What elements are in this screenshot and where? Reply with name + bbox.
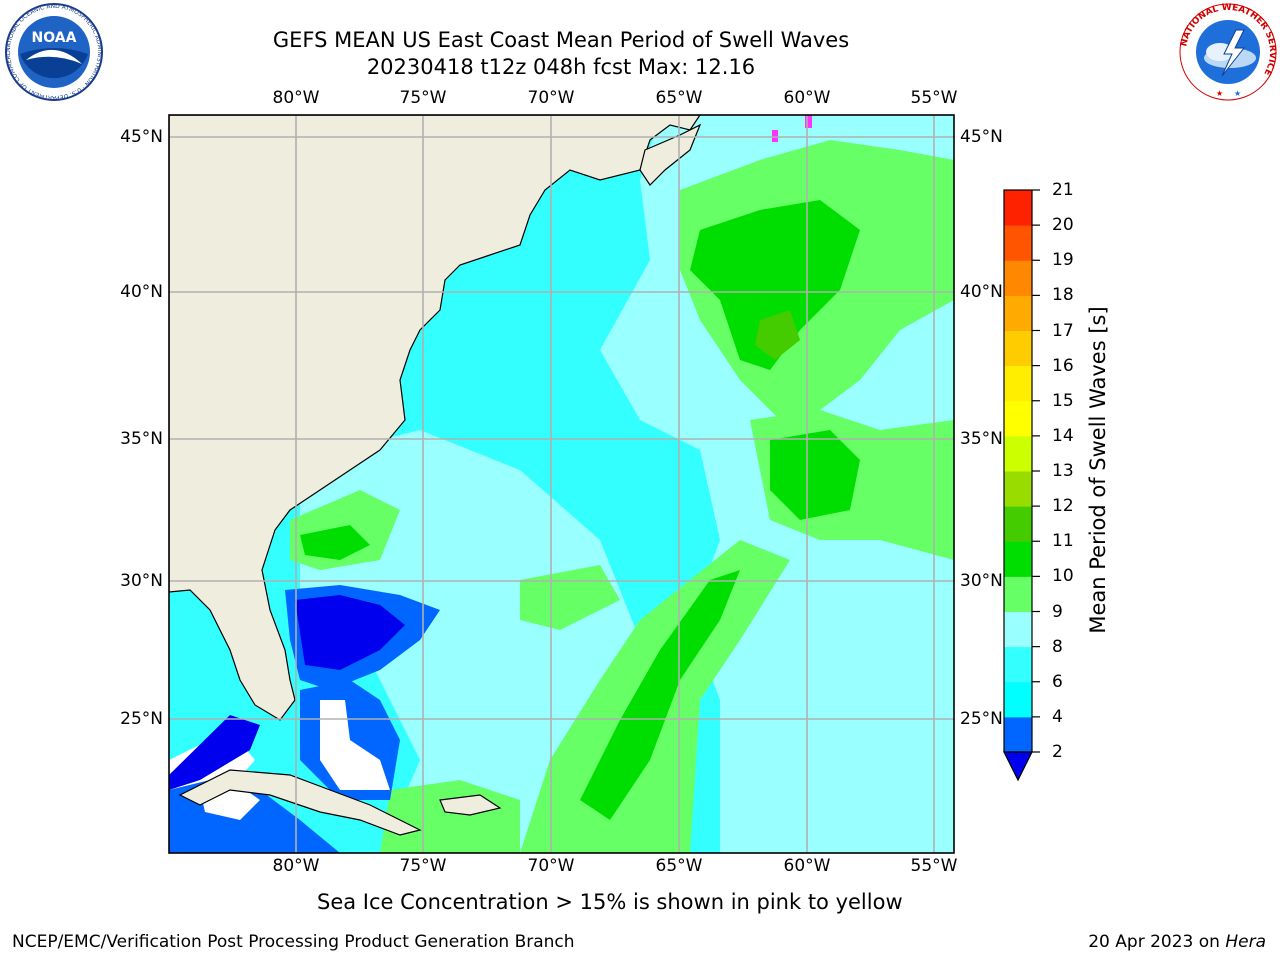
lon-label-bottom-55w: 55°W — [910, 856, 958, 876]
colorbar-swatch — [1004, 330, 1032, 367]
land-nova-scotia — [639, 123, 702, 186]
colorbar-tick-label: 15 — [1052, 390, 1074, 411]
colorbar-tick-label: 16 — [1052, 355, 1074, 376]
forecast-subtitle: 20230418 t12z 048h fcst Max: 12.16 — [366, 55, 756, 79]
svg-text:★: ★ — [1216, 89, 1223, 98]
lat-label-left-25n: 25°N — [120, 709, 163, 729]
colorbar-tick-label: 19 — [1052, 250, 1074, 271]
colorbar-tick-label: 10 — [1052, 566, 1074, 587]
lat-label-left-40n: 40°N — [120, 282, 163, 302]
map-title: GEFS MEAN US East Coast Mean Period of S… — [272, 28, 850, 52]
lon-label-top-80w: 80°W — [272, 88, 320, 108]
colorbar-tick-label: 8 — [1052, 636, 1063, 657]
nws-logo-icon: NATIONAL WEATHER SERVICE ★ ★ — [1179, 3, 1277, 101]
colorbar-swatch — [1004, 225, 1032, 261]
colorbar-swatch — [1004, 295, 1032, 331]
lon-label-bottom-60w: 60°W — [783, 856, 831, 876]
colorbar-label: Mean Period of Swell Waves [s] — [1086, 306, 1110, 634]
field-band-yellow-green — [755, 310, 800, 360]
colorbar-tick-label: 2 — [1052, 742, 1063, 762]
field-band-dark-green-2 — [770, 430, 860, 520]
lon-label-top-65w: 65°W — [655, 88, 703, 108]
colorbar-tick-label: 14 — [1052, 425, 1074, 446]
lon-label-bottom-65w: 65°W — [655, 856, 703, 876]
colorbar-tick-label: 4 — [1052, 706, 1063, 727]
colorbar-swatch — [1004, 260, 1032, 296]
colorbar-swatch — [1004, 400, 1032, 437]
colorbar — [1003, 189, 1040, 782]
colorbar-under-arrow — [1003, 751, 1033, 782]
field-band-lowest-period — [295, 595, 405, 670]
svg-text:★: ★ — [1234, 89, 1241, 98]
colorbar-swatch — [1004, 576, 1032, 612]
lat-label-right-35n: 35°N — [960, 429, 1003, 449]
lat-label-right-45n: 45°N — [960, 127, 1003, 147]
lon-label-bottom-80w: 80°W — [272, 856, 320, 876]
land-hispaniola — [439, 794, 502, 816]
sea-ice-marker-2 — [772, 130, 778, 142]
lon-label-top-60w: 60°W — [783, 88, 831, 108]
colorbar-swatch — [1004, 471, 1032, 507]
colorbar-swatch — [1004, 365, 1032, 402]
lon-label-bottom-75w: 75°W — [399, 856, 447, 876]
map-frame — [168, 114, 955, 854]
lon-label-top-55w: 55°W — [910, 88, 958, 108]
colorbar-swatch — [1004, 435, 1032, 472]
colorbar-swatch — [1004, 190, 1032, 226]
lon-label-top-70w: 70°W — [527, 88, 575, 108]
sea-ice-marker — [805, 115, 812, 128]
field-band-dark-green-1 — [690, 200, 860, 370]
noaa-logo-icon: NATIONAL OCEANIC AND ATMOSPHERIC ADMINIS… — [4, 2, 103, 101]
colorbar-tick-label: 18 — [1052, 285, 1074, 306]
field-missing-bahamas — [320, 700, 390, 790]
field-band-dark-green-4 — [300, 525, 370, 560]
field-gulf-low — [169, 715, 260, 790]
lat-label-right-40n: 40°N — [960, 282, 1003, 302]
lat-label-right-30n: 30°N — [960, 571, 1003, 591]
sea-ice-caption: Sea Ice Concentration > 15% is shown in … — [317, 890, 903, 914]
colorbar-tick-label: 21 — [1052, 180, 1074, 200]
land-north-america — [169, 115, 701, 721]
lon-label-top-75w: 75°W — [399, 88, 447, 108]
colorbar-swatch — [1004, 681, 1032, 718]
noaa-wordmark: NOAA — [32, 30, 77, 46]
footer-host: Hera — [1225, 932, 1266, 952]
colorbar-tick-label: 17 — [1052, 320, 1074, 341]
lat-label-left-45n: 45°N — [120, 127, 163, 147]
colorbar-tick-label: 9 — [1052, 601, 1063, 622]
lat-label-left-30n: 30°N — [120, 571, 163, 591]
colorbar-tick-label: 12 — [1052, 496, 1074, 517]
colorbar-swatch — [1004, 646, 1032, 683]
footer-date-text: 20 Apr 2023 on — [1088, 932, 1226, 952]
graticule — [169, 115, 954, 853]
colorbar-swatch — [1004, 716, 1032, 753]
colorbar-swatch — [1004, 541, 1032, 577]
map-field — [169, 115, 954, 853]
footer-credit: NCEP/EMC/Verification Post Processing Pr… — [12, 932, 575, 952]
swell-period-map — [168, 114, 955, 854]
lon-label-bottom-70w: 70°W — [527, 856, 575, 876]
colorbar-tick-label: 20 — [1052, 215, 1074, 236]
lat-label-right-25n: 25°N — [960, 709, 1003, 729]
colorbar-tick-label: 11 — [1052, 531, 1074, 552]
colorbar-tick-label: 13 — [1052, 461, 1074, 481]
colorbar-swatch — [1004, 506, 1032, 542]
colorbar-swatch — [1004, 611, 1032, 648]
field-band-dark-green-3 — [580, 570, 740, 820]
colorbar-tick-label: 6 — [1052, 671, 1063, 692]
lat-label-left-35n: 35°N — [120, 429, 163, 449]
footer-date: 20 Apr 2023 on Hera — [1088, 932, 1266, 952]
